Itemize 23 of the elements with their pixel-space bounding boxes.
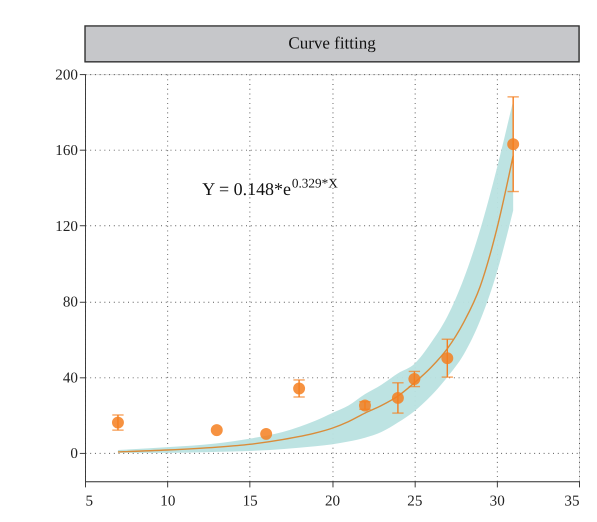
x-tick-label: 35 xyxy=(564,493,580,510)
point xyxy=(112,416,124,429)
x-tick-label: 15 xyxy=(242,493,258,510)
x-tick-label: 25 xyxy=(407,493,422,510)
x-tick-label: 10 xyxy=(160,493,176,510)
y-tick-label: 80 xyxy=(62,294,78,311)
point xyxy=(210,424,223,436)
x-tick-label: 30 xyxy=(490,493,505,510)
point xyxy=(260,428,272,440)
y-tick-label: 160 xyxy=(55,143,78,160)
x-tick-label: 5 xyxy=(85,493,94,510)
chart-title: Curve fitting xyxy=(288,34,376,53)
point xyxy=(293,382,306,394)
point xyxy=(507,138,520,150)
x-tick-label: 20 xyxy=(324,493,340,510)
point xyxy=(441,352,454,364)
y-tick-label: 200 xyxy=(55,67,78,84)
point xyxy=(392,392,404,404)
y-tick-label: 120 xyxy=(55,218,78,235)
line-series xyxy=(117,154,514,453)
y-tick-label: 40 xyxy=(62,370,78,386)
point xyxy=(408,373,420,385)
y-tick-label: 0 xyxy=(70,446,78,462)
